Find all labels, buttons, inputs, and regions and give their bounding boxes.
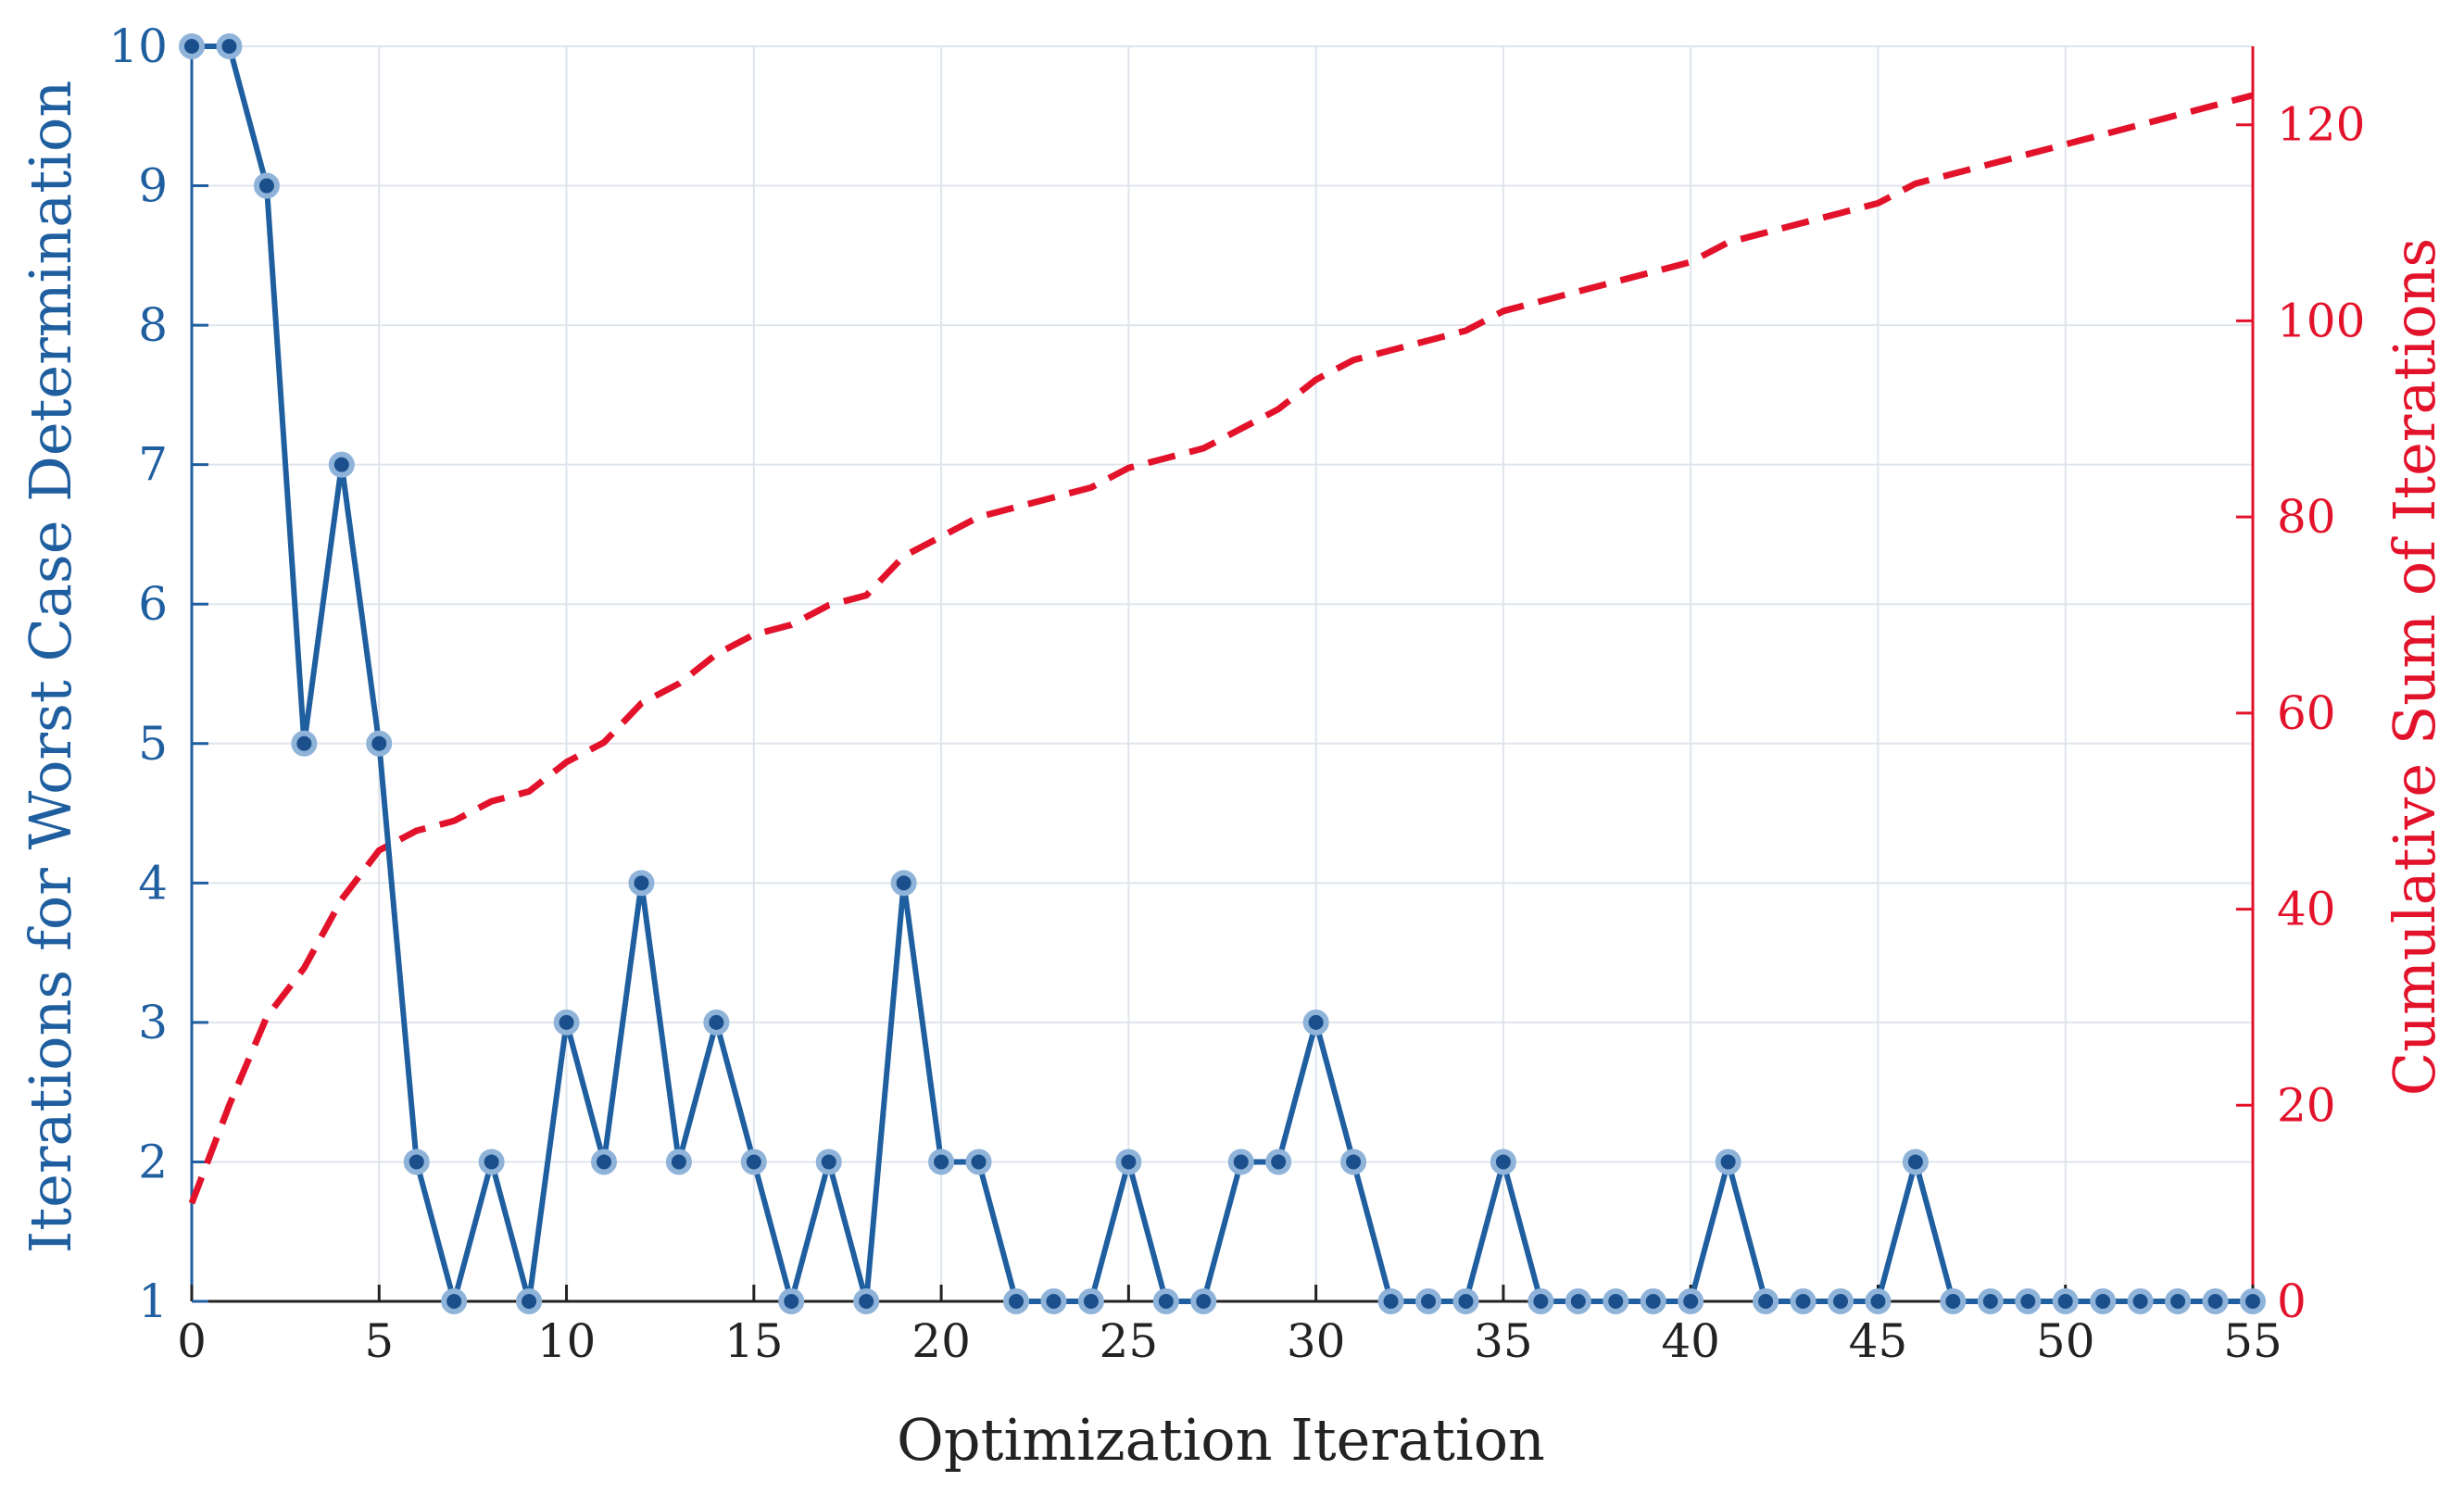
data-point — [1565, 1288, 1591, 1314]
right-y-axis-label: Cumulative Sum of Iterations — [2381, 238, 2448, 1096]
right-y-tick-label: 80 — [2277, 490, 2336, 544]
data-point — [1340, 1149, 1367, 1175]
data-point — [1040, 1288, 1067, 1314]
right-y-tick-label: 0 — [2277, 1274, 2307, 1328]
data-point — [1227, 1149, 1254, 1175]
data-point — [516, 1288, 543, 1314]
data-point — [553, 1009, 580, 1036]
data-point — [253, 172, 280, 199]
data-point — [1490, 1149, 1516, 1175]
data-point — [628, 870, 655, 897]
x-tick-label: 45 — [1849, 1314, 1908, 1368]
x-axis-label: Optimization Iteration — [897, 1406, 1545, 1474]
data-point — [291, 730, 318, 757]
x-tick-label: 15 — [724, 1314, 784, 1368]
left-y-tick-label: 1 — [138, 1274, 168, 1328]
data-point — [1865, 1288, 1892, 1314]
data-point — [703, 1009, 730, 1036]
data-point — [478, 1149, 505, 1175]
worst-case-iterations-line — [192, 44, 2253, 1304]
tick-labels: 0 5 10 15 20 25 30 35 40 45 50 55123456789100204060… — [108, 19, 2365, 1368]
data-point — [2090, 1288, 2117, 1314]
data-point — [1715, 1149, 1741, 1175]
left-y-axis-label: Iterations for Worst Case Determination — [17, 81, 84, 1254]
data-point — [890, 870, 917, 897]
data-point — [1302, 1009, 1329, 1036]
data-point — [1115, 1149, 1142, 1175]
cumulative-sum-series — [188, 92, 2254, 1205]
data-point — [815, 1149, 842, 1175]
left-y-tick-label: 2 — [138, 1135, 168, 1188]
data-point — [1377, 1288, 1404, 1314]
data-point — [179, 33, 205, 59]
data-point — [1940, 1288, 1967, 1314]
x-tick-label: 0 — [177, 1314, 207, 1368]
right-y-tick-label: 100 — [2277, 294, 2365, 347]
left-y-tick-label: 6 — [138, 577, 168, 631]
left-y-tick-label: 3 — [138, 996, 168, 1049]
data-point — [1678, 1288, 1704, 1314]
data-point — [1452, 1288, 1479, 1314]
right-y-tick-label: 20 — [2277, 1078, 2336, 1132]
data-point — [2202, 1288, 2229, 1314]
data-point — [441, 1288, 468, 1314]
data-point — [591, 1149, 617, 1175]
data-point — [1077, 1288, 1104, 1314]
left-y-tick-label: 7 — [138, 438, 168, 492]
data-point — [1190, 1288, 1217, 1314]
data-point — [965, 1149, 992, 1175]
data-point — [403, 1149, 430, 1175]
data-point — [2015, 1288, 2042, 1314]
x-tick-label: 30 — [1287, 1314, 1346, 1368]
data-point — [1152, 1288, 1179, 1314]
data-point — [2127, 1288, 2154, 1314]
grid — [191, 45, 2254, 1302]
data-point — [1265, 1149, 1292, 1175]
data-point — [1415, 1288, 1441, 1314]
x-tick-label: 20 — [911, 1314, 971, 1368]
left-y-tick-label: 8 — [138, 298, 168, 352]
data-point — [1003, 1288, 1029, 1314]
axes — [190, 44, 2255, 1303]
data-point — [778, 1288, 805, 1314]
x-tick-label: 55 — [2223, 1314, 2282, 1368]
data-point — [665, 1149, 692, 1175]
data-point — [216, 33, 243, 59]
data-point — [1603, 1288, 1629, 1314]
x-tick-label: 10 — [537, 1314, 597, 1368]
data-point — [928, 1149, 955, 1175]
x-tick-label: 40 — [1661, 1314, 1720, 1368]
right-y-tick-label: 120 — [2277, 98, 2365, 152]
x-tick-label: 35 — [1474, 1314, 1533, 1368]
data-point — [1902, 1149, 1929, 1175]
data-point — [1753, 1288, 1779, 1314]
data-point — [1977, 1288, 2004, 1314]
data-point — [740, 1149, 767, 1175]
x-tick-label: 50 — [2036, 1314, 2095, 1368]
data-point — [2165, 1288, 2192, 1314]
data-point — [2052, 1288, 2079, 1314]
right-y-tick-label: 40 — [2277, 883, 2336, 936]
worst-case-iterations-series — [179, 33, 2266, 1314]
left-y-tick-label: 4 — [138, 856, 168, 910]
data-point — [853, 1288, 880, 1314]
data-point — [328, 451, 355, 478]
data-point — [2240, 1288, 2266, 1314]
data-point — [1640, 1288, 1666, 1314]
x-tick-label: 25 — [1100, 1314, 1159, 1368]
data-point — [1790, 1288, 1817, 1314]
right-y-tick-label: 60 — [2277, 686, 2336, 740]
x-tick-label: 5 — [364, 1314, 394, 1368]
data-point — [366, 730, 393, 757]
left-y-tick-label: 5 — [138, 717, 168, 771]
cumulative-sum-line — [188, 92, 2254, 1205]
data-point — [1828, 1288, 1854, 1314]
left-y-tick-label: 9 — [138, 159, 168, 213]
data-point — [1527, 1288, 1554, 1314]
left-y-tick-label: 10 — [108, 19, 168, 73]
